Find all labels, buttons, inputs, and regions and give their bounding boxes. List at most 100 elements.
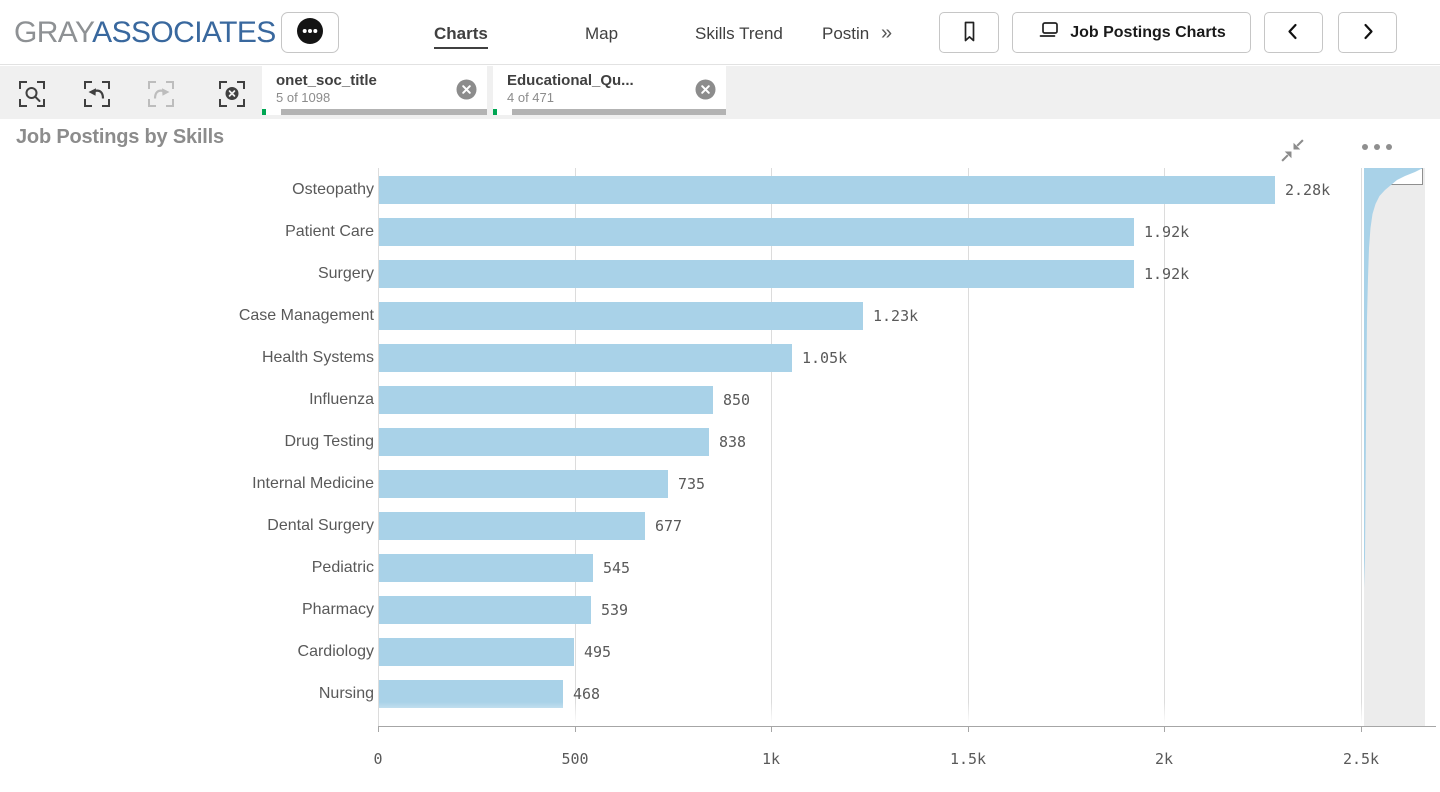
bar[interactable] [379, 470, 668, 498]
bar-value-label: 495 [584, 643, 612, 661]
collapse-icon[interactable] [1279, 137, 1306, 164]
bar-value-label: 2.28k [1285, 181, 1331, 199]
bar-value-label: 1.23k [873, 307, 919, 325]
minimap-distribution [1364, 168, 1423, 588]
nav-tab-skills-trend[interactable]: Skills Trend [695, 24, 783, 43]
bar[interactable] [379, 344, 792, 372]
category-label[interactable]: Dental Surgery [267, 517, 374, 534]
smart-search-icon[interactable] [18, 80, 46, 108]
x-axis-tick-label: 500 [561, 750, 589, 768]
x-axis-tick-label: 2k [1154, 750, 1174, 768]
bar[interactable] [379, 638, 574, 666]
chart-title: Job Postings by Skills [16, 126, 224, 148]
logo-blue-text: ASSOCIATES [92, 16, 276, 49]
bookmark-button[interactable] [939, 12, 999, 53]
remove-filter-icon[interactable] [695, 79, 716, 100]
x-axis-line [378, 726, 1436, 727]
filter-selection-count: 5 of 1098 [276, 90, 331, 105]
bar-value-label: 677 [655, 517, 683, 535]
category-label[interactable]: Drug Testing [284, 433, 374, 450]
category-label[interactable]: Internal Medicine [252, 475, 374, 492]
axis-tick [575, 726, 576, 732]
selections-bar: onet_soc_title 5 of 1098 Educational_Qu.… [0, 66, 1440, 119]
bar-value-label: 1.92k [1144, 265, 1190, 283]
bar[interactable] [379, 554, 593, 582]
bar-value-label: 545 [603, 559, 631, 577]
sheet-list-button-label: Job Postings Charts [1070, 23, 1226, 41]
bar-value-label: 468 [573, 685, 601, 703]
selection-state-bar [262, 109, 487, 115]
ellipsis-circle-icon [296, 17, 324, 48]
category-label[interactable]: Patient Care [285, 223, 374, 240]
bar-value-label: 1.05k [802, 349, 848, 367]
category-label[interactable]: Osteopathy [292, 181, 374, 198]
app-menu-button[interactable] [281, 12, 339, 53]
category-label[interactable]: Pharmacy [301, 601, 374, 618]
x-axis-tick-label: 2.5k [1342, 750, 1380, 768]
axis-tick [771, 726, 772, 732]
bar-value-label: 539 [601, 601, 629, 619]
gridline [1361, 168, 1362, 726]
filter-selection-count: 4 of 471 [507, 90, 554, 105]
bar-value-label: 1.92k [1144, 223, 1190, 241]
bar[interactable] [379, 260, 1134, 288]
bar[interactable] [379, 218, 1134, 246]
bar-value-label: 838 [719, 433, 747, 451]
category-label[interactable]: Influenza [309, 391, 374, 408]
category-label[interactable]: Case Management [238, 307, 374, 324]
category-label[interactable]: Surgery [317, 265, 374, 282]
nav-tab-map[interactable]: Map [585, 24, 619, 43]
gridline [1164, 168, 1165, 726]
filter-field-name: Educational_Qu... [507, 72, 634, 89]
bar[interactable] [379, 512, 645, 540]
bar[interactable] [379, 680, 563, 708]
x-axis-tick-label: 0 [373, 750, 383, 768]
sheet-icon [1037, 18, 1061, 47]
logo: GRAYASSOCIATES [14, 16, 276, 50]
bar[interactable] [379, 302, 863, 330]
chevron-right-icon [1355, 19, 1380, 47]
chevron-left-icon [1281, 19, 1306, 47]
category-label[interactable]: Cardiology [297, 643, 374, 660]
step-forward-icon[interactable] [147, 80, 175, 108]
top-bar: GRAYASSOCIATES Charts Map Skills Trend P… [0, 0, 1440, 65]
next-sheet-button[interactable] [1338, 12, 1397, 53]
bar[interactable] [379, 428, 709, 456]
bar[interactable] [379, 596, 591, 624]
x-axis-tick-label: 1.5k [949, 750, 987, 768]
gridline [378, 168, 379, 726]
clear-selections-icon[interactable] [218, 80, 246, 108]
axis-tick [1164, 726, 1165, 732]
chart-options-menu-icon[interactable] [1362, 144, 1394, 154]
x-axis-tick-label: 1k [761, 750, 781, 768]
selection-state-bar [493, 109, 726, 115]
filter-field-name: onet_soc_title [276, 72, 377, 89]
axis-tick [968, 726, 969, 732]
bookmark-icon [957, 19, 982, 47]
chart-minimap-scrollbar[interactable] [1364, 168, 1425, 726]
prev-sheet-button[interactable] [1264, 12, 1323, 53]
filter-chip-onet-soc-title[interactable]: onet_soc_title 5 of 1098 [262, 66, 487, 115]
category-label[interactable]: Nursing [318, 685, 374, 702]
filter-chip-educational-qu[interactable]: Educational_Qu... 4 of 471 [493, 66, 726, 115]
nav-overflow-icon[interactable]: » [881, 22, 893, 44]
remove-filter-icon[interactable] [456, 79, 477, 100]
minimap-viewport[interactable] [1364, 168, 1423, 185]
nav-tab-charts[interactable]: Charts [434, 24, 488, 49]
gridline [968, 168, 969, 726]
bar[interactable] [379, 176, 1275, 204]
bar-value-label: 735 [678, 475, 706, 493]
plot-area: 0 500 1k 1.5k 2k 2.5k Osteopathy 2.28k Patient C… [0, 168, 1440, 778]
sheet-list-button[interactable]: Job Postings Charts [1012, 12, 1251, 53]
logo-gray-text: GRAY [14, 16, 93, 49]
bar-value-label: 850 [723, 391, 751, 409]
step-back-icon[interactable] [83, 80, 111, 108]
category-label[interactable]: Health Systems [261, 349, 374, 366]
gridline [771, 168, 772, 726]
nav-tab-postings[interactable]: Postin [822, 24, 870, 43]
category-label[interactable]: Pediatric [311, 559, 374, 576]
bar[interactable] [379, 386, 713, 414]
axis-tick [1361, 726, 1362, 732]
axis-tick [378, 726, 379, 732]
